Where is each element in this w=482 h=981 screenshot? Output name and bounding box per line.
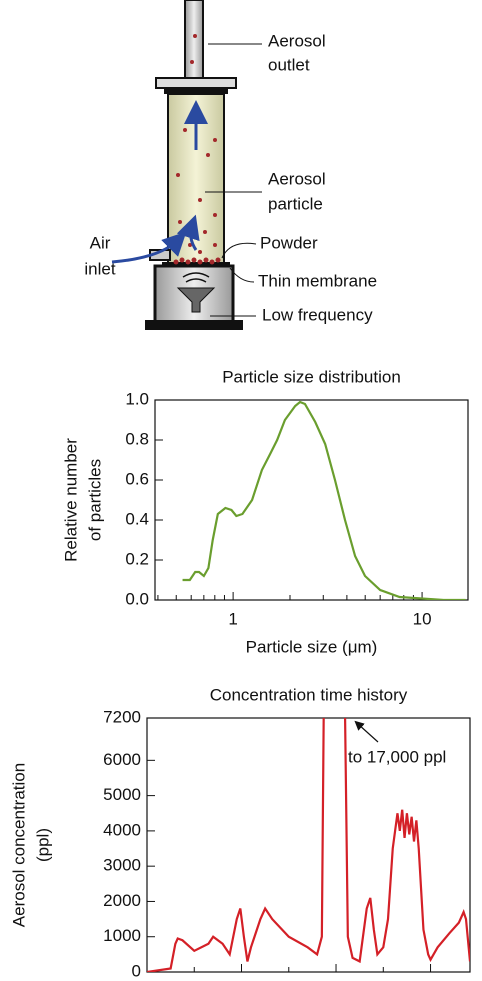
x-tick-label: 10	[413, 609, 432, 628]
y-tick-label: 0.8	[125, 429, 149, 448]
y-tick-label: 0	[132, 961, 141, 980]
x-tick-label: 1	[228, 609, 237, 628]
outlet-label: Aerosol	[268, 31, 326, 50]
y-axis-label: of particles	[85, 459, 104, 541]
powder-label: Powder	[260, 233, 318, 252]
y-tick-label: 1.0	[125, 389, 149, 408]
membrane-label: Thin membrane	[258, 271, 377, 290]
inlet-label: Air	[90, 233, 111, 252]
chart-title: Particle size distribution	[222, 367, 401, 386]
data-line	[182, 400, 466, 600]
y-tick-label: 2000	[103, 891, 141, 910]
y-axis-label: Relative number	[61, 438, 80, 562]
data-line	[147, 718, 470, 972]
aerosol-generator	[111, 0, 262, 330]
frequency-label: Low frequency	[262, 305, 373, 324]
y-tick-label: 4000	[103, 820, 141, 839]
diagram-labels: Aerosol outlet Aerosol particle Air inle…	[84, 31, 377, 324]
y-tick-label: 7200	[103, 707, 141, 726]
chart-title: Concentration time history	[210, 685, 408, 704]
particle-label: particle	[268, 194, 323, 213]
y-tick-label: 0.2	[125, 549, 149, 568]
annotation-arrow	[354, 720, 379, 743]
y-tick-label: 5000	[103, 785, 141, 804]
y-axis-label: Aerosol concentration	[9, 763, 28, 927]
plot-frame	[146, 717, 471, 973]
outlet-label: outlet	[268, 55, 310, 74]
plot-frame	[154, 399, 469, 601]
y-tick-label: 0.0	[125, 589, 149, 608]
y-tick-label: 1000	[103, 926, 141, 945]
inlet-label: inlet	[84, 259, 115, 278]
y-tick-label: 0.4	[125, 509, 149, 528]
y-tick-label: 6000	[103, 750, 141, 769]
particle-label: Aerosol	[268, 169, 326, 188]
y-tick-label: 0.6	[125, 469, 149, 488]
x-axis-label: Particle size (μm)	[246, 637, 378, 656]
y-axis-label: (ppl)	[33, 828, 52, 862]
annotation: to 17,000 ppl	[348, 747, 446, 766]
y-tick-label: 3000	[103, 856, 141, 875]
